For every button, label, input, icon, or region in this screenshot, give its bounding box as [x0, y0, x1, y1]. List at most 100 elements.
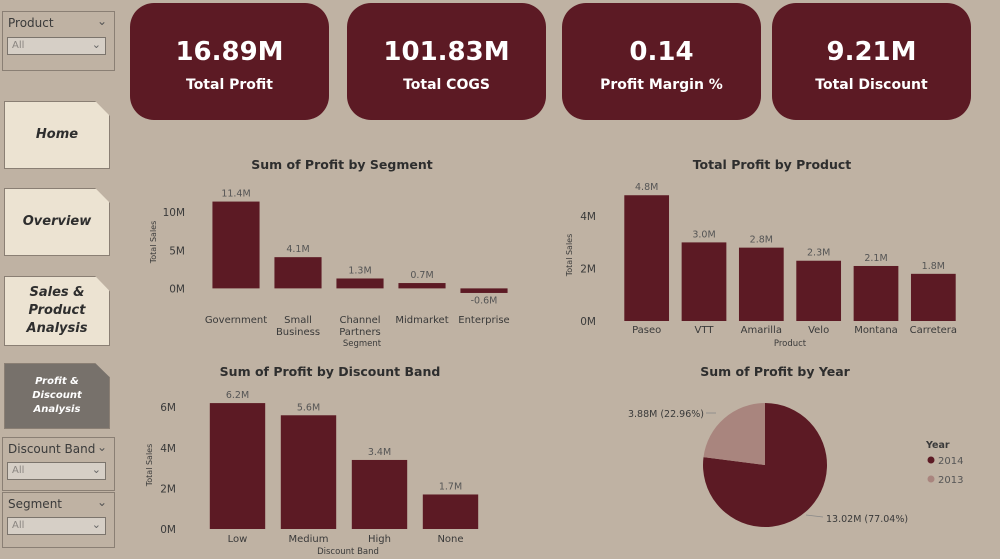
y-tick-label: 4M: [580, 211, 596, 223]
y-tick-label: 0M: [160, 524, 176, 536]
slice-label: 3.88M (22.96%): [628, 409, 704, 420]
bar: [738, 247, 784, 321]
chevron-down-icon[interactable]: ⌄: [96, 14, 107, 28]
discount-band-dropdown[interactable]: All ⌄: [7, 462, 106, 480]
kpi-card-total-discount: 9.21M Total Discount: [772, 3, 971, 120]
x-tick-label: Midmarket: [395, 315, 448, 326]
legend-swatch: [927, 456, 935, 464]
x-axis-title: Discount Band: [317, 547, 379, 557]
profit-by-discount-band-chart[interactable]: Total Sales 0M 2M 4M 6M 6.2M Low 5.6M Medium 3.4M…: [130, 385, 510, 559]
y-tick-label: 5M: [169, 245, 185, 257]
profit-by-segment-chart[interactable]: Total Sales 0M 5M 10M 11.4M Government 4.1M Sma…: [130, 175, 530, 355]
x-tick-label: Carretera: [910, 325, 957, 336]
x-tick-label: Small: [284, 315, 312, 326]
data-label: 2.3M: [807, 248, 830, 259]
data-label: -0.6M: [471, 295, 498, 306]
pie-slice: [703, 403, 765, 465]
x-tick-label: Montana: [854, 325, 898, 336]
y-axis-title: Total Sales: [145, 444, 154, 488]
bar: [624, 195, 670, 321]
y-tick-label: 10M: [163, 207, 185, 219]
kpi-value: 9.21M: [826, 37, 917, 67]
kpi-value: 101.83M: [383, 37, 510, 67]
bar: [460, 288, 508, 293]
callout-line: [805, 514, 824, 518]
bar: [796, 260, 842, 321]
discount-band-dropdown-value: All: [12, 465, 25, 476]
x-axis-title: Product: [774, 339, 807, 349]
data-label: 1.3M: [348, 265, 371, 276]
kpi-card-total-profit: 16.89M Total Profit: [130, 3, 329, 120]
bar: [351, 459, 408, 529]
profit-by-product-chart[interactable]: Total Sales 0M 2M 4M 4.8M Paseo 3.0M VTT 2.8M Ama…: [560, 175, 980, 355]
nav-home-button[interactable]: Home: [4, 101, 110, 169]
bar: [422, 494, 479, 529]
y-tick-label: 4M: [160, 443, 176, 455]
product-dropdown[interactable]: All ⌄: [7, 37, 106, 55]
nav-overview-label: Overview: [22, 213, 92, 229]
bar: [280, 415, 337, 529]
bar: [212, 201, 260, 289]
product-slicer-title: Product: [8, 16, 54, 30]
bar: [853, 265, 899, 321]
product-dropdown-value: All: [12, 40, 25, 51]
kpi-value: 0.14: [629, 37, 694, 67]
discount-band-slicer-title: Discount Band: [8, 442, 96, 456]
data-label: 0.7M: [410, 270, 433, 281]
nav-home-label: Home: [35, 126, 79, 142]
x-tick-label: None: [437, 534, 463, 545]
slice-label: 13.02M (77.04%): [826, 514, 908, 525]
nav-sales-product-button[interactable]: Sales & Product Analysis: [4, 276, 110, 346]
bar: [681, 242, 727, 321]
nav-overview-button[interactable]: Overview: [4, 188, 110, 256]
data-label: 4.8M: [635, 182, 658, 193]
nav-sales-product-label: Sales & Product Analysis: [26, 284, 88, 337]
data-label: 2.1M: [864, 253, 887, 264]
y-axis-title: Total Sales: [149, 221, 158, 265]
chevron-down-icon[interactable]: ⌄: [96, 495, 107, 509]
data-label: 5.6M: [297, 402, 320, 413]
legend-swatch: [927, 475, 935, 483]
product-slicer[interactable]: Product ⌄ All ⌄: [2, 11, 115, 71]
segment-slicer-title: Segment: [8, 497, 62, 511]
y-axis-title: Total Sales: [565, 234, 574, 278]
kpi-value: 16.89M: [175, 37, 284, 67]
x-tick-label: Amarilla: [741, 325, 782, 336]
chart-title: Sum of Profit by Segment: [251, 157, 433, 172]
kpi-card-profit-margin: 0.14 Profit Margin %: [562, 3, 761, 120]
discount-band-slicer[interactable]: Discount Band ⌄ All ⌄: [2, 437, 115, 491]
x-tick-label: High: [368, 534, 391, 545]
nav-profit-discount-button[interactable]: Profit & Discount Analysis: [4, 363, 110, 429]
kpi-card-total-cogs: 101.83M Total COGS: [347, 3, 546, 120]
data-label: 2.8M: [750, 235, 773, 246]
legend-title: Year: [925, 440, 950, 451]
chart-title: Sum of Profit by Discount Band: [219, 364, 441, 379]
chevron-down-icon: ⌄: [91, 463, 101, 476]
legend-label: 2013: [938, 475, 963, 486]
data-label: 11.4M: [221, 189, 250, 200]
x-tick-label: Low: [228, 534, 248, 545]
y-tick-label: 6M: [160, 402, 176, 414]
chevron-down-icon: ⌄: [91, 518, 101, 531]
segment-slicer[interactable]: Segment ⌄ All ⌄: [2, 492, 115, 548]
data-label: 4.1M: [286, 244, 309, 255]
data-label: 1.8M: [922, 261, 945, 272]
x-tick-label: Velo: [808, 325, 829, 336]
kpi-label: Total Discount: [815, 77, 928, 93]
profit-by-year-chart[interactable]: 3.88M (22.96%) 13.02M (77.04%) Year 2014 201…: [620, 385, 980, 559]
x-tick-label: Enterprise: [458, 315, 509, 326]
y-tick-label: 0M: [580, 316, 596, 328]
kpi-label: Total Profit: [186, 77, 273, 93]
x-axis-title: Segment: [343, 339, 382, 349]
y-tick-label: 2M: [580, 264, 596, 276]
bar: [336, 278, 384, 289]
segment-dropdown[interactable]: All ⌄: [7, 517, 106, 535]
y-tick-label: 0M: [169, 283, 185, 295]
chevron-down-icon[interactable]: ⌄: [96, 440, 107, 454]
x-tick-label: Partners: [339, 327, 381, 338]
data-label: 1.7M: [439, 481, 462, 492]
data-label: 3.0M: [692, 229, 715, 240]
x-tick-label: Channel: [339, 315, 380, 326]
nav-profit-discount-label: Profit & Discount Analysis: [32, 376, 82, 415]
bar: [209, 403, 266, 529]
